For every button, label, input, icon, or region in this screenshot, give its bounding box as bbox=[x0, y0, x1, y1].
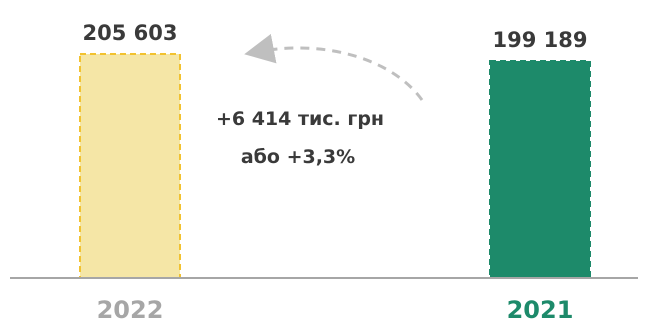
bar-2022 bbox=[79, 53, 181, 279]
category-label-2021: 2021 bbox=[507, 296, 574, 324]
value-label-2022: 205 603 bbox=[83, 21, 178, 45]
change-annotation-amount: +6 414 тис. грн bbox=[216, 108, 384, 130]
value-label-2021: 199 189 bbox=[493, 28, 588, 52]
category-label-2022: 2022 bbox=[97, 296, 164, 324]
change-annotation-percent: або +3,3% bbox=[241, 146, 355, 168]
change-arrow bbox=[244, 33, 424, 101]
bar-2021 bbox=[489, 59, 591, 279]
